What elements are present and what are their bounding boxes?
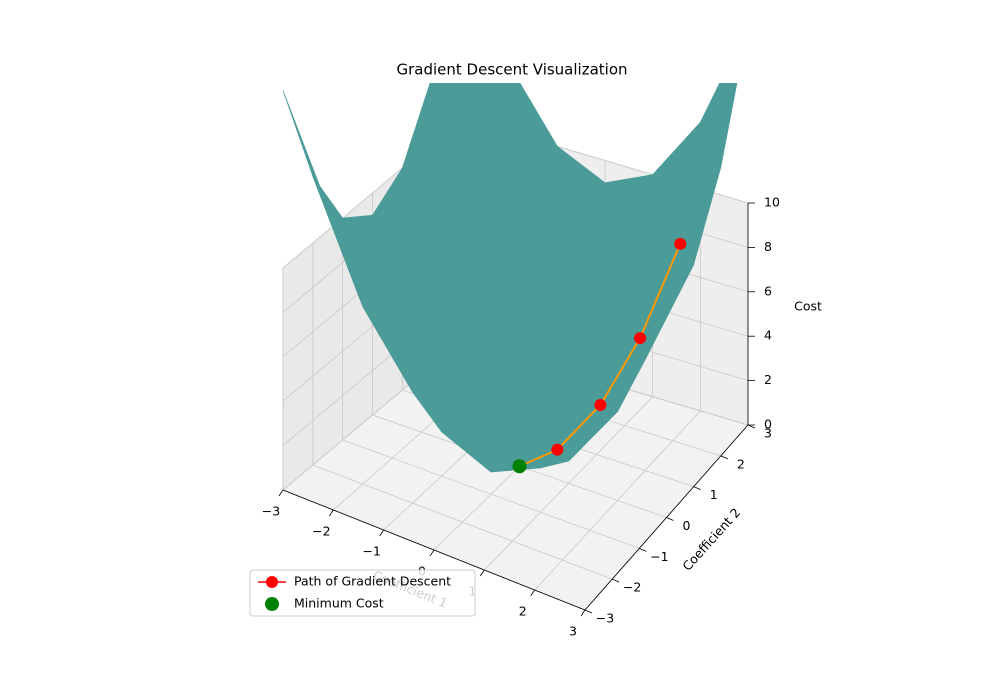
- path-point: [594, 398, 607, 411]
- y-tick-label: −3: [596, 611, 614, 626]
- legend: Path of Gradient Descent Minimum Cost: [249, 569, 476, 617]
- path-point: [634, 332, 647, 345]
- tick-mark: [639, 547, 647, 552]
- y-tick-label: 3: [764, 426, 772, 441]
- y-tick-label: −1: [650, 549, 668, 564]
- tick-mark: [693, 486, 701, 491]
- z-tick-label: 10: [764, 195, 780, 210]
- surface: [282, 83, 738, 473]
- x-tick-label: −1: [362, 544, 380, 559]
- tick-mark: [580, 609, 586, 617]
- x-tick-label: −2: [312, 524, 330, 539]
- y-tick-label: 0: [683, 518, 691, 533]
- z-tick-label: 4: [764, 328, 772, 343]
- chart-title: Gradient Descent Visualization: [396, 61, 627, 79]
- legend-label: Minimum Cost: [294, 596, 384, 611]
- legend-marker: [266, 576, 278, 588]
- y-tick-label: −2: [623, 580, 641, 595]
- tick-mark: [329, 509, 334, 517]
- tick-mark: [429, 549, 435, 557]
- grid-line: [342, 439, 640, 549]
- y-axis-line: [584, 424, 749, 611]
- x-axis-line: [282, 489, 586, 611]
- y-axis-label: Coefficient 2: [679, 505, 743, 574]
- z-axis-label: Cost: [794, 299, 822, 314]
- y-tick-label: 2: [737, 456, 745, 471]
- z-tick-label: 2: [764, 372, 772, 387]
- y-tick-label: 1: [710, 487, 718, 502]
- z-tick-label: 8: [764, 239, 772, 254]
- tick-mark: [666, 517, 674, 521]
- tick-mark: [612, 578, 620, 583]
- legend-box: [249, 569, 476, 617]
- x-tick-label: 2: [519, 604, 527, 619]
- legend-label: Path of Gradient Descent: [294, 574, 451, 589]
- tick-mark: [747, 424, 756, 429]
- tick-mark: [584, 609, 593, 614]
- legend-marker: [265, 597, 279, 611]
- tick-mark: [379, 529, 384, 537]
- path-point: [674, 237, 687, 250]
- grid-line: [312, 464, 613, 580]
- surface-patch: [534, 209, 613, 384]
- x-tick-label: 3: [569, 624, 577, 639]
- minimum-point: [512, 459, 527, 474]
- path-marks: [512, 237, 687, 474]
- z-tick-label: 0: [764, 417, 772, 432]
- x-tick-label: −3: [262, 504, 280, 519]
- tick-mark: [530, 589, 535, 597]
- z-tick-label: 6: [764, 283, 772, 298]
- tick-mark: [720, 455, 728, 460]
- tick-mark: [480, 569, 485, 577]
- path-point: [551, 443, 564, 456]
- tick-mark: [278, 489, 284, 497]
